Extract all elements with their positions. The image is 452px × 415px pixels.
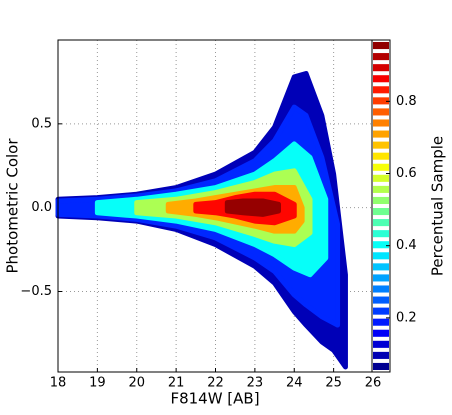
colorbar-stripe (373, 64, 389, 72)
y-tick-label: −0.5 (20, 284, 52, 299)
colorbar-stripe (373, 196, 389, 204)
colorbar-stripe (373, 274, 389, 282)
colorbar-tick-label: 0.8 (396, 94, 417, 109)
colorbar-stripe (373, 230, 389, 238)
y-axis-label: Photometric Color (4, 138, 22, 274)
colorbar-stripe (373, 141, 389, 149)
x-tick-label: 26 (365, 376, 382, 391)
colorbar-stripe (373, 75, 389, 83)
x-tick-label: 20 (128, 376, 145, 391)
colorbar-stripe (373, 219, 389, 227)
y-tick-label: 0.5 (31, 116, 52, 131)
colorbar-stripe (373, 263, 389, 271)
colorbar-stripe (373, 252, 389, 260)
colorbar-tick-label: 0.6 (396, 166, 417, 181)
colorbar-stripe (373, 53, 389, 61)
colorbar-stripe (373, 152, 389, 160)
y-tick-label: 0.0 (31, 200, 52, 215)
x-tick-label: 21 (168, 376, 185, 391)
colorbar-stripe (373, 285, 389, 293)
colorbar-stripe (373, 108, 389, 116)
colorbar-stripe (373, 119, 389, 127)
colorbar-stripe (373, 174, 389, 182)
colorbar-stripe (373, 97, 389, 105)
colorbar-tick-label: 0.2 (396, 310, 417, 325)
x-tick-label: 22 (207, 376, 224, 391)
colorbar-stripe (373, 86, 389, 94)
colorbar-stripe (373, 296, 389, 304)
x-axis-label: F814W [AB] (170, 390, 259, 408)
colorbar-stripe (373, 163, 389, 171)
colorbar-stripe (373, 241, 389, 249)
x-tick-label: 23 (247, 376, 264, 391)
x-tick-label: 19 (89, 376, 106, 391)
colorbar-stripe (373, 340, 389, 348)
x-tick-label: 25 (325, 376, 342, 391)
x-tick-label: 18 (50, 376, 67, 391)
colorbar-stripe (373, 130, 389, 138)
colorbar-stripe (373, 208, 389, 216)
x-tick-label: 24 (286, 376, 303, 391)
colorbar-stripe (373, 185, 389, 193)
density-level (224, 198, 281, 217)
colorbar-stripe (373, 307, 389, 315)
colorbar-stripe (373, 351, 389, 359)
colorbar-label: Percentual Sample (429, 136, 447, 276)
colorbar-stripe (373, 329, 389, 337)
colorbar-stripe (373, 318, 389, 326)
colorbar-stripe (373, 362, 389, 370)
colorbar-stripe (373, 42, 389, 50)
colorbar-tick-label: 0.4 (396, 238, 417, 253)
